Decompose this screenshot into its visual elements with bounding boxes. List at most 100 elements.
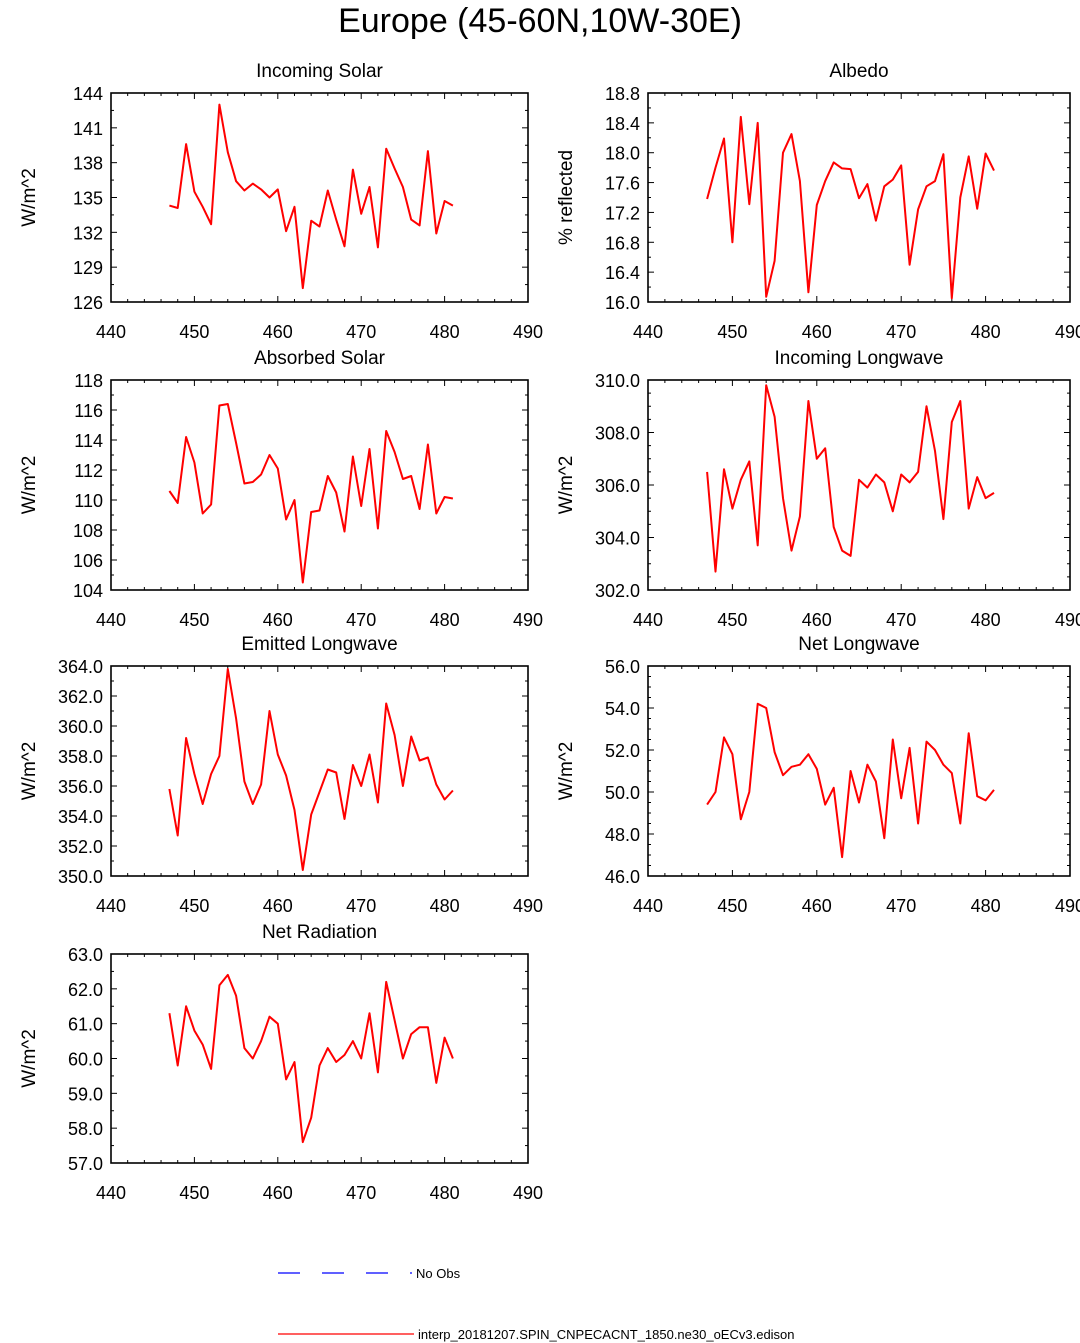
y-tick-label: 18.4 [605,114,640,134]
y-tick-label: 302.0 [595,581,640,601]
x-tick-label: 490 [513,322,543,342]
y-axis-label: W/m^2 [19,456,40,515]
y-tick-label: 118 [74,371,103,391]
x-tick-label: 460 [263,322,293,342]
y-tick-label: 48.0 [605,825,640,845]
y-tick-label: 116 [74,401,103,421]
series-line [706,384,995,573]
x-tick-label: 470 [346,610,376,630]
series-line [168,973,454,1144]
y-tick-label: 52.0 [605,741,640,761]
x-tick-label: 440 [633,896,663,916]
x-tick-label: 460 [802,896,832,916]
y-tick-label: 46.0 [605,867,640,887]
y-tick-label: 17.2 [605,203,640,223]
panel-albedo: 440 450 460 470 480 490 16.0 16.4 16.8 17.2 17.6 18… [556,61,1080,342]
panel-incoming-longwave: 440 450 460 470 480 490 302.0 304.0 306.0 308.0 31… [556,348,1080,630]
x-tick-label: 450 [717,322,747,342]
y-tick-label: 112 [74,461,103,481]
x-tick-label: 450 [179,610,209,630]
y-tick-label: 138 [73,154,103,174]
panel-incoming-solar: 440 450 460 470 480 490 126 129 132 135 138 141 144 I… [19,61,543,342]
x-tick-label: 470 [886,896,916,916]
y-tick-label: 304.0 [595,529,640,549]
x-tick-label: 440 [633,322,663,342]
legend-obs-label: No Obs [416,1266,461,1281]
y-tick-label: 126 [73,293,103,313]
y-tick-label: 18.0 [605,144,640,164]
y-tick-label: 61.0 [68,1015,103,1035]
y-tick-label: 114 [74,431,103,451]
legend: No Obs interp_20181207.SPIN_CNPECACNT_18… [278,1266,795,1342]
series-line [168,403,454,584]
panel-title: Incoming Solar [256,61,383,82]
x-tick-label: 480 [430,1183,460,1203]
plot-frame [110,379,529,591]
y-tick-label: 16.8 [605,233,640,253]
y-tick-label: 352.0 [58,837,103,857]
series-line [706,702,995,859]
y-axis-label: W/m^2 [556,456,577,515]
y-tick-label: 129 [73,258,103,278]
series-line [706,115,995,300]
y-tick-label: 60.0 [68,1050,103,1070]
y-tick-label: 18.8 [605,84,640,104]
x-tick-label: 470 [346,322,376,342]
x-tick-label: 440 [96,610,126,630]
y-tick-label: 57.0 [68,1154,103,1174]
y-tick-label: 132 [73,223,103,243]
y-tick-label: 362.0 [58,687,103,707]
x-tick-label: 460 [263,896,293,916]
y-tick-label: 110 [74,491,103,511]
x-tick-label: 480 [971,610,1001,630]
panel-title: Net Longwave [798,634,919,655]
y-tick-label: 306.0 [595,476,640,496]
y-tick-label: 17.6 [605,174,640,194]
y-tick-label: 135 [73,189,103,209]
x-tick-label: 490 [1055,322,1080,342]
panel-net-longwave: 440 450 460 470 480 490 46.0 48.0 50.0 52.0 54.0 56… [556,634,1080,916]
x-tick-label: 440 [96,896,126,916]
plot-frame [110,665,529,877]
x-tick-label: 470 [346,1183,376,1203]
panel-net-radiation: 440 450 460 470 480 490 57.0 58.0 59.0 60.0 61.0 62… [19,922,543,1203]
y-axis-label: W/m^2 [556,742,577,801]
y-tick-label: 56.0 [605,657,640,677]
y-tick-label: 108 [73,521,103,541]
x-tick-label: 490 [513,1183,543,1203]
y-tick-label: 350.0 [58,867,103,887]
x-tick-label: 450 [717,610,747,630]
y-tick-label: 62.0 [68,980,103,1000]
panels-group: 440 450 460 470 480 490 126 129 132 135 138 141 144 I… [19,61,1080,1203]
y-tick-label: 144 [73,84,103,104]
panel-title: Net Radiation [262,922,377,943]
y-tick-label: 354.0 [58,807,103,827]
x-tick-label: 480 [430,896,460,916]
panel-title: Absorbed Solar [254,348,386,369]
panel-title: Albedo [829,61,888,82]
x-tick-label: 470 [886,322,916,342]
panel-emitted-longwave: 440 450 460 470 480 490 350.0 352.0 354.0 356.0 35… [19,634,543,916]
y-axis-label: % reflected [556,150,577,245]
x-tick-label: 470 [886,610,916,630]
y-tick-label: 360.0 [58,717,103,737]
x-tick-label: 450 [179,322,209,342]
plot-frame [647,665,1071,877]
y-tick-label: 106 [73,551,103,571]
x-tick-label: 470 [346,896,376,916]
series-line [168,668,454,871]
panel-title: Incoming Longwave [775,348,944,369]
x-tick-label: 490 [1055,896,1080,916]
y-tick-label: 59.0 [68,1084,103,1104]
y-tick-label: 310.0 [595,371,640,391]
y-tick-label: 50.0 [605,783,640,803]
y-tick-label: 364.0 [58,657,103,677]
x-tick-label: 490 [513,896,543,916]
plot-frame [110,92,529,303]
x-tick-label: 480 [971,896,1001,916]
x-tick-label: 480 [430,322,460,342]
panel-title: Emitted Longwave [241,634,397,655]
series-line [169,103,454,290]
x-tick-label: 460 [263,1183,293,1203]
